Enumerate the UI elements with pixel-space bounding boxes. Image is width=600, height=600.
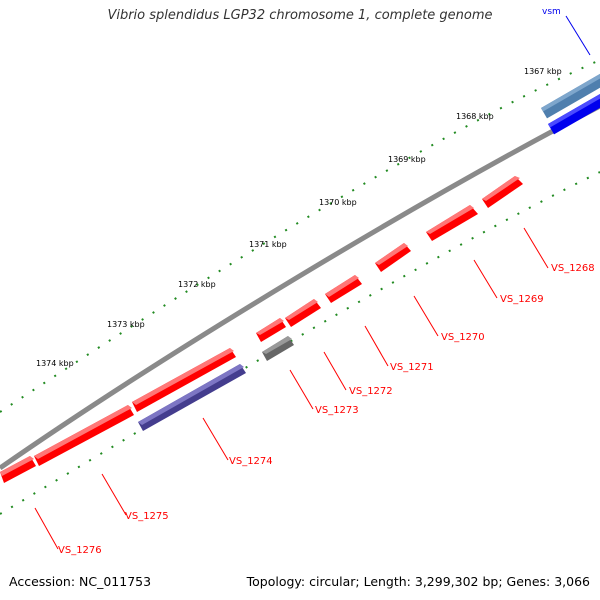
- leader-vs1274: [202, 417, 229, 461]
- kbp-label-1373: 1373 kbp: [107, 320, 145, 329]
- leader-vs1268: [523, 227, 549, 269]
- gene-arrow-vs1271: [325, 275, 362, 303]
- footer-summary: Topology: circular; Length: 3,299,302 bp…: [246, 574, 590, 589]
- feature-label-leader: [565, 15, 591, 56]
- kbp-label-1374: 1374 kbp: [36, 359, 74, 368]
- leader-vs1271: [364, 325, 389, 367]
- leader-vs1276: [34, 507, 59, 550]
- gene-arrow-vs1272b: [256, 318, 286, 342]
- gene-label-vs1272: VS_1272: [349, 386, 393, 397]
- gene-label-vs1271: VS_1271: [390, 362, 434, 373]
- genome-backbone: [0, 103, 600, 471]
- outer-tick-ring: [0, 59, 600, 413]
- gene-label-vs1269: VS_1269: [500, 294, 544, 305]
- kbp-label-1371: 1371 kbp: [249, 240, 287, 249]
- gene-label-vs1270: VS_1270: [441, 332, 485, 343]
- kbp-label-1369: 1369 kbp: [388, 155, 426, 164]
- leader-vs1269: [473, 259, 498, 299]
- gene-arrow-vs1274-upper: [132, 348, 236, 412]
- gene-arrow-vs1275: [34, 405, 134, 466]
- gene-label-vs1275: VS_1275: [125, 511, 169, 522]
- feature-label-vsm: vsm: [542, 7, 561, 17]
- gene-label-vs1268: VS_1268: [551, 263, 595, 274]
- gene-arrow-vs1268: [482, 176, 523, 208]
- kbp-label-1368: 1368 kbp: [456, 112, 494, 121]
- gene-arrow-vs1274: [138, 364, 246, 431]
- leader-vs1275: [101, 473, 127, 516]
- leader-vs1273: [289, 369, 314, 410]
- gene-arrow-vs1270: [375, 243, 411, 272]
- inner-tick-ring: [0, 171, 600, 515]
- map-title: Vibrio splendidus LGP32 chromosome 1, co…: [107, 8, 493, 23]
- gene-label-vs1276: VS_1276: [58, 545, 102, 556]
- kbp-label-1367: 1367 kbp: [524, 67, 562, 76]
- gene-label-vs1273: VS_1273: [315, 405, 359, 416]
- leader-vs1272: [323, 351, 347, 391]
- gene-arrow-vs1269: [426, 205, 478, 241]
- feature-vsm-blue: [548, 89, 600, 135]
- gene-arrow-vs1276: [0, 456, 36, 483]
- leader-vs1270: [413, 295, 439, 337]
- feature-vsm-steelblue: [541, 68, 600, 119]
- kbp-label-1372: 1372 kbp: [178, 280, 216, 289]
- gene-arrow-vs1273: [262, 336, 294, 361]
- footer-accession: Accession: NC_011753: [9, 574, 152, 589]
- gene-arrow-vs1272: [285, 299, 321, 327]
- kbp-label-1370: 1370 kbp: [319, 198, 357, 207]
- gene-label-vs1274: VS_1274: [229, 456, 273, 467]
